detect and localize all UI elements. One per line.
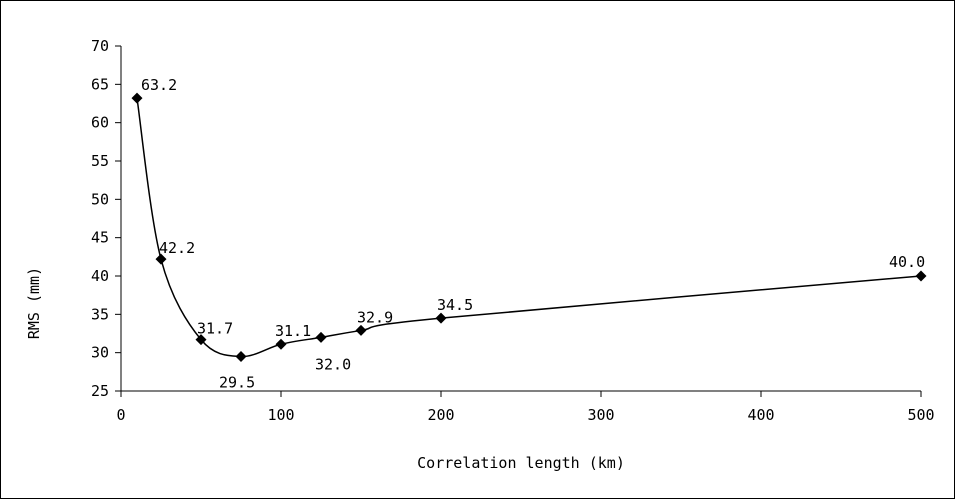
y-tick-label: 25 (91, 382, 109, 400)
axes (120, 46, 921, 392)
data-point-marker (195, 334, 207, 346)
y-tick-label: 40 (91, 267, 109, 285)
data-point-label: 29.5 (219, 374, 255, 392)
y-tick-label: 30 (91, 344, 109, 362)
data-point-label: 42.2 (159, 239, 195, 257)
x-tick-label: 100 (267, 406, 294, 424)
y-tick-label: 55 (91, 152, 109, 170)
data-point-label: 31.7 (197, 320, 233, 338)
x-ticks: 0 100 200 300 400 500 (116, 391, 935, 424)
data-point-label: 31.1 (275, 322, 311, 340)
x-tick-label: 500 (907, 406, 934, 424)
data-point-marker (275, 338, 287, 350)
data-point-marker (155, 253, 167, 265)
data-point-label: 34.5 (437, 296, 473, 314)
data-labels: 63.2 42.2 31.7 29.5 31.132.0 32.9 34.5 40.0 (141, 76, 925, 391)
data-point-marker (435, 312, 447, 324)
data-point-marker (315, 331, 327, 343)
x-tick-label: 200 (427, 406, 454, 424)
x-tick-label: 0 (116, 406, 125, 424)
x-tick-label: 400 (747, 406, 774, 424)
data-point-marker (355, 324, 367, 336)
y-tick-label: 35 (91, 305, 109, 323)
data-point-marker (915, 270, 927, 282)
x-axis-label: Correlation length (km) (417, 454, 625, 472)
y-tick-label: 50 (91, 190, 109, 208)
data-point-marker (235, 351, 247, 362)
y-tick-label: 65 (91, 75, 109, 93)
data-point-label: 63.2 (141, 76, 177, 94)
data-point-label: 40.0 (889, 253, 925, 271)
data-point-label: 32.9 (357, 308, 393, 326)
data-point-marker (131, 92, 143, 104)
series-line (136, 98, 922, 358)
y-ticks: 25 30 35 40 45 50 55 60 65 70 (91, 37, 121, 400)
data-point-label: 32.0 (315, 355, 351, 373)
y-tick-label: 70 (91, 37, 109, 55)
y-tick-label: 45 (91, 229, 109, 247)
x-tick-label: 300 (587, 406, 614, 424)
y-axis-label: RMS (mm) (25, 267, 43, 339)
series-markers (131, 92, 927, 362)
y-tick-label: 60 (91, 114, 109, 132)
